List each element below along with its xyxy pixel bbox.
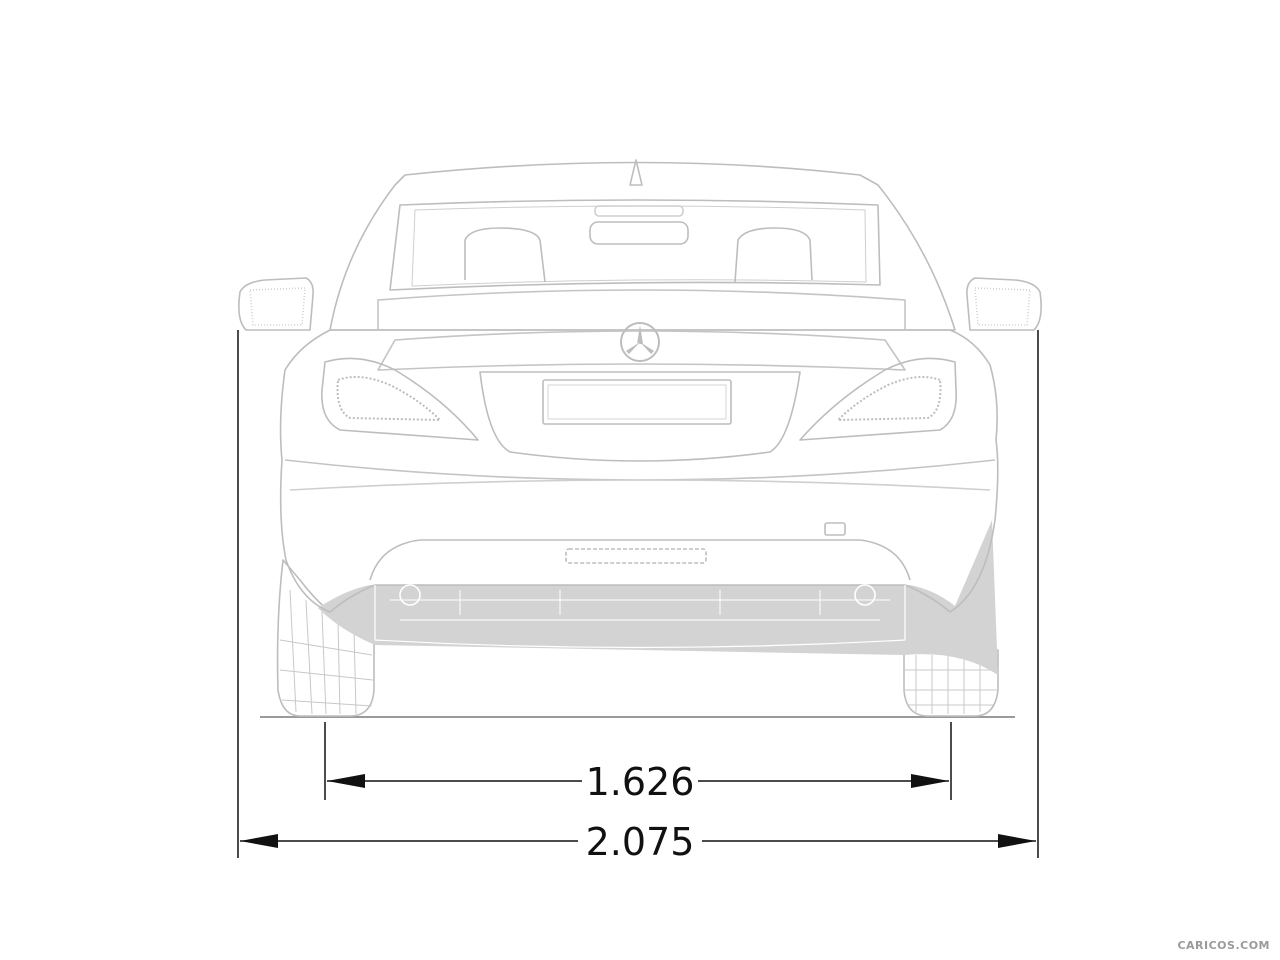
overall-width-label: 2.075	[586, 820, 695, 864]
interior-mirror	[589, 221, 689, 245]
bumper-reflector-strip	[565, 548, 707, 564]
right-headrest	[734, 227, 813, 283]
left-taillight	[321, 357, 479, 441]
dimension-annotations	[237, 330, 1039, 858]
mercedes-star-logo	[620, 322, 660, 362]
rear-diffuser	[369, 539, 911, 581]
exhaust-system	[374, 585, 906, 649]
left-headrest	[464, 227, 546, 283]
car-rear-view	[238, 159, 1042, 718]
car-body	[279, 329, 999, 613]
left-rear-wheel	[276, 559, 375, 717]
track-width-label: 1.626	[586, 760, 695, 804]
license-plate	[542, 379, 732, 425]
right-side-mirror	[966, 277, 1042, 331]
roof-outline	[329, 161, 956, 331]
right-rear-wheel	[903, 649, 999, 717]
watermark-text: CARICOS.COM	[1177, 939, 1270, 952]
roof-antenna	[629, 159, 643, 186]
rear-window	[389, 199, 881, 291]
underbody-shadow	[318, 520, 998, 675]
right-taillight	[799, 357, 957, 441]
license-plate-recess	[479, 371, 801, 462]
left-side-mirror	[238, 277, 314, 331]
